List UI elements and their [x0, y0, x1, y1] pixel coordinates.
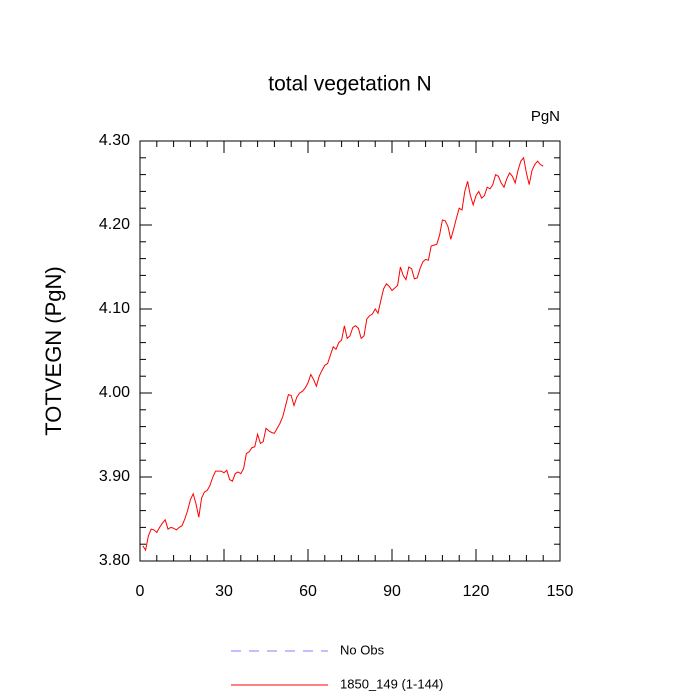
x-tick-label: 0	[136, 583, 145, 600]
legend-label: 1850_149 (1-144)	[340, 676, 443, 691]
y-tick-label: 4.00	[99, 384, 130, 401]
x-tick-label: 30	[215, 583, 233, 600]
chart-title: total vegetation N	[268, 73, 431, 96]
y-axis-label: TOTVEGN (PgN)	[41, 266, 66, 436]
y-tick-label: 3.80	[99, 552, 130, 569]
x-tick-label: 150	[547, 583, 574, 600]
y-tick-label: 4.20	[99, 216, 130, 233]
y-tick-label: 4.10	[99, 300, 130, 317]
x-tick-label: 120	[463, 583, 490, 600]
y-tick-label: 4.30	[99, 132, 130, 149]
plot-frame	[139, 140, 561, 562]
chart-subtitle: PgN	[531, 108, 560, 125]
x-tick-label: 60	[299, 583, 317, 600]
y-tick-label: 3.90	[99, 468, 130, 485]
x-tick-label: 90	[383, 583, 401, 600]
series-line	[142, 156, 544, 552]
legend-label: No Obs	[340, 642, 385, 657]
